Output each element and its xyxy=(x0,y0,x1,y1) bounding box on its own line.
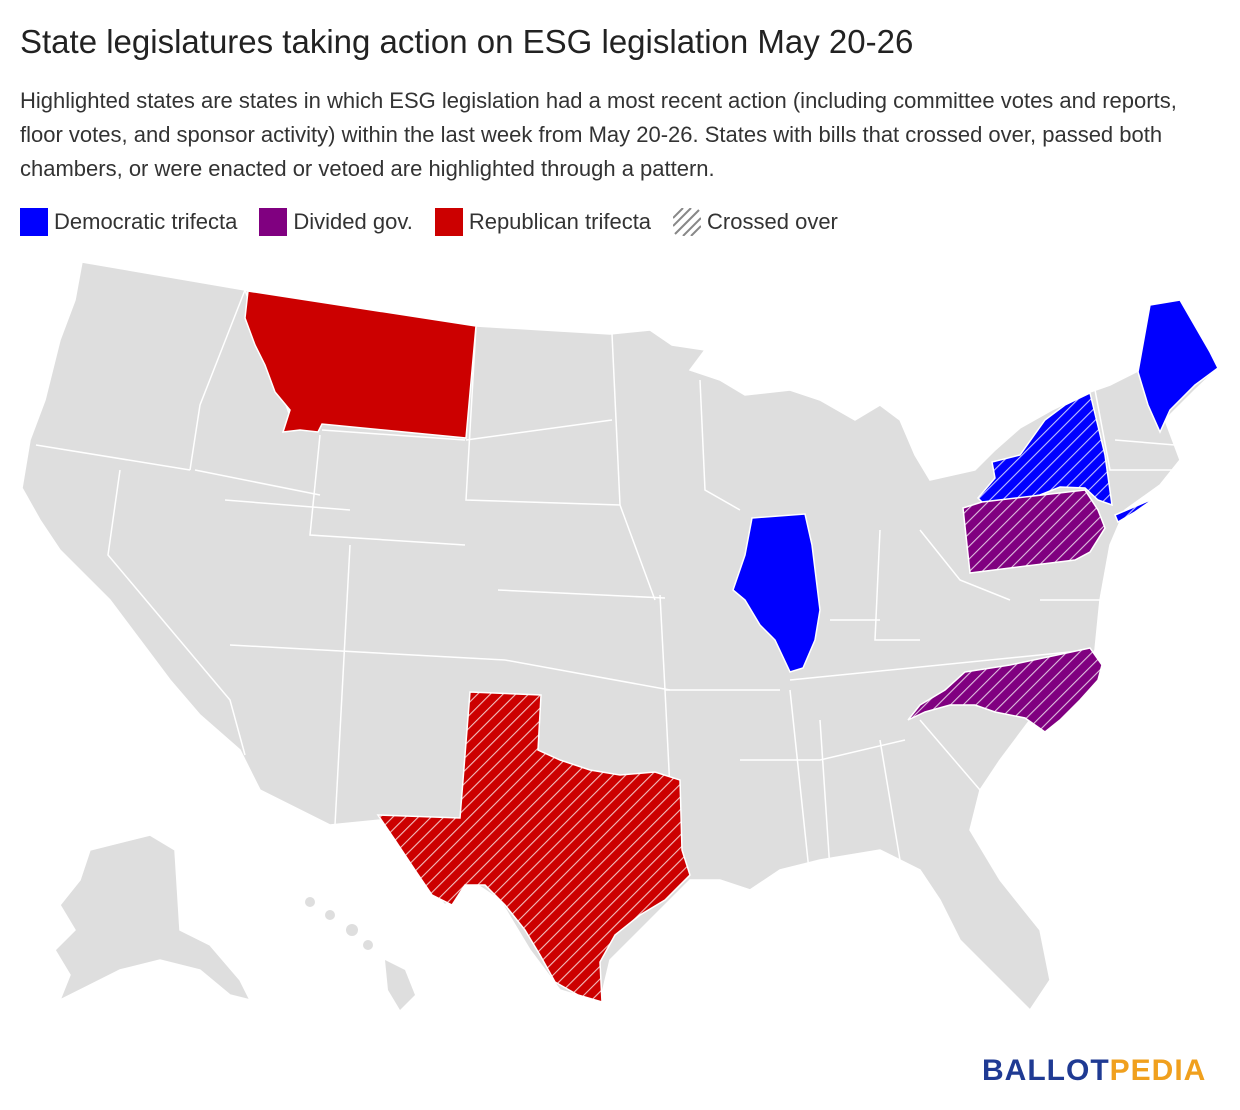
hatch-pattern-icon xyxy=(673,208,702,236)
state-montana xyxy=(244,290,477,439)
divided-swatch xyxy=(259,208,288,236)
legend-republican: Republican trifecta xyxy=(434,207,652,237)
legend-label-democratic: Democratic trifecta xyxy=(54,209,238,234)
state-illinois xyxy=(732,513,821,673)
us-base-shape xyxy=(21,261,1219,1012)
legend-divided: Divided gov. xyxy=(259,207,413,237)
state-north-carolina xyxy=(907,647,1103,733)
legend-democratic: Democratic trifecta xyxy=(20,207,237,237)
state-borders xyxy=(35,289,1180,881)
legend-label-republican: Republican trifecta xyxy=(468,209,652,234)
state-pennsylvania xyxy=(962,489,1106,574)
state-maine xyxy=(1137,299,1219,434)
chart-title: State legislatures taking action on ESG … xyxy=(20,23,914,60)
republican-swatch xyxy=(434,208,463,236)
ballotpedia-logo: BALLOTPEDIA xyxy=(982,1054,1207,1087)
legend: Democratic trifecta Divided gov. Republi… xyxy=(20,207,838,237)
democratic-swatch xyxy=(20,208,48,236)
us-map xyxy=(21,261,1219,1012)
state-texas xyxy=(376,691,691,1004)
legend-label-divided: Divided gov. xyxy=(293,209,413,234)
legend-crossed-over: Crossed over xyxy=(673,207,838,237)
alaska-shape xyxy=(54,834,252,1002)
hawaii-shape xyxy=(305,897,415,1010)
legend-label-crossed-over: Crossed over xyxy=(707,209,838,234)
chart-subtitle: Highlighted states are states in which E… xyxy=(20,88,1177,181)
